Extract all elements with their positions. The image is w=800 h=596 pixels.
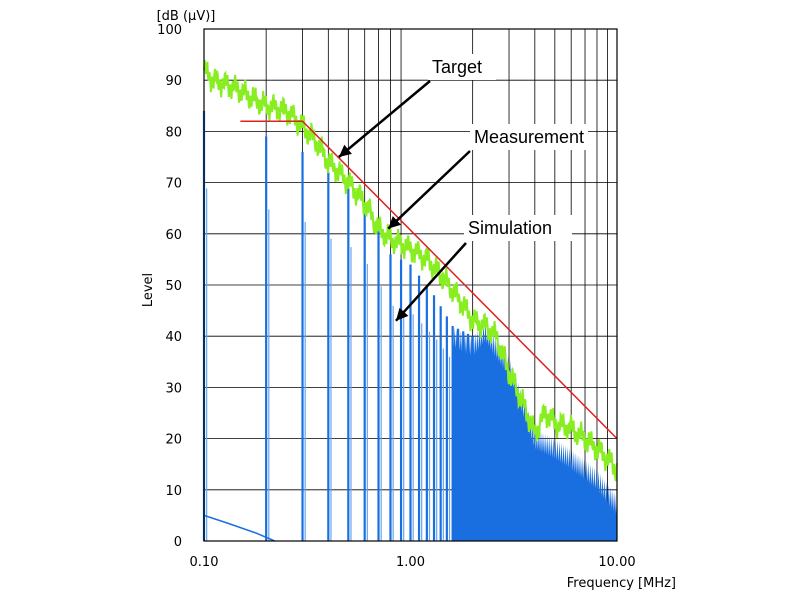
x-axis-label: Frequency [MHz] [567, 576, 676, 591]
annotation-arrowhead [388, 216, 402, 229]
x-tick-label: 0.10 [190, 555, 219, 570]
y-tick-label: 20 [165, 433, 182, 448]
annotation-arrowhead [395, 307, 409, 321]
annotation-label: Simulation [468, 218, 552, 238]
y-tick-label: 40 [165, 330, 182, 345]
x-tick-label: 10.00 [598, 555, 635, 570]
y-tick-label: 90 [165, 74, 182, 89]
y-tick-label: 50 [165, 279, 182, 294]
plot-frame [203, 28, 618, 542]
annotation-label-bg [470, 124, 588, 150]
annotation-arrow [338, 80, 431, 158]
annotation-arrowhead [338, 144, 352, 157]
annotation-label-bg [464, 215, 572, 241]
y-axis-unit: [dB (µV)] [157, 9, 216, 24]
y-axis-ticks: 0 10 20 30 40 50 60 70 80 90 100 [157, 23, 182, 550]
annotation-label-bg [428, 54, 496, 80]
x-tick-label: 1.00 [396, 555, 425, 570]
y-tick-label: 80 [165, 125, 182, 140]
annotations: Target Measurement Simulation [338, 54, 588, 322]
y-tick-label: 0 [174, 535, 182, 550]
target-line [240, 120, 618, 440]
annotation-label: Target [432, 57, 482, 77]
y-tick-label: 10 [165, 484, 182, 499]
y-tick-label: 100 [157, 23, 182, 38]
y-tick-label: 60 [165, 228, 182, 243]
annotation-arrow [387, 150, 471, 230]
simulation-floor-line [203, 514, 275, 542]
annotation-label: Measurement [474, 127, 584, 147]
measurement-line [203, 59, 618, 482]
y-tick-label: 70 [165, 177, 182, 192]
x-axis-ticks: 0.10 1.00 10.00 [190, 555, 636, 570]
y-axis-label: Level [141, 273, 156, 307]
annotation-arrow [394, 242, 467, 322]
y-tick-label: 30 [165, 381, 182, 396]
series-lines [203, 59, 618, 482]
